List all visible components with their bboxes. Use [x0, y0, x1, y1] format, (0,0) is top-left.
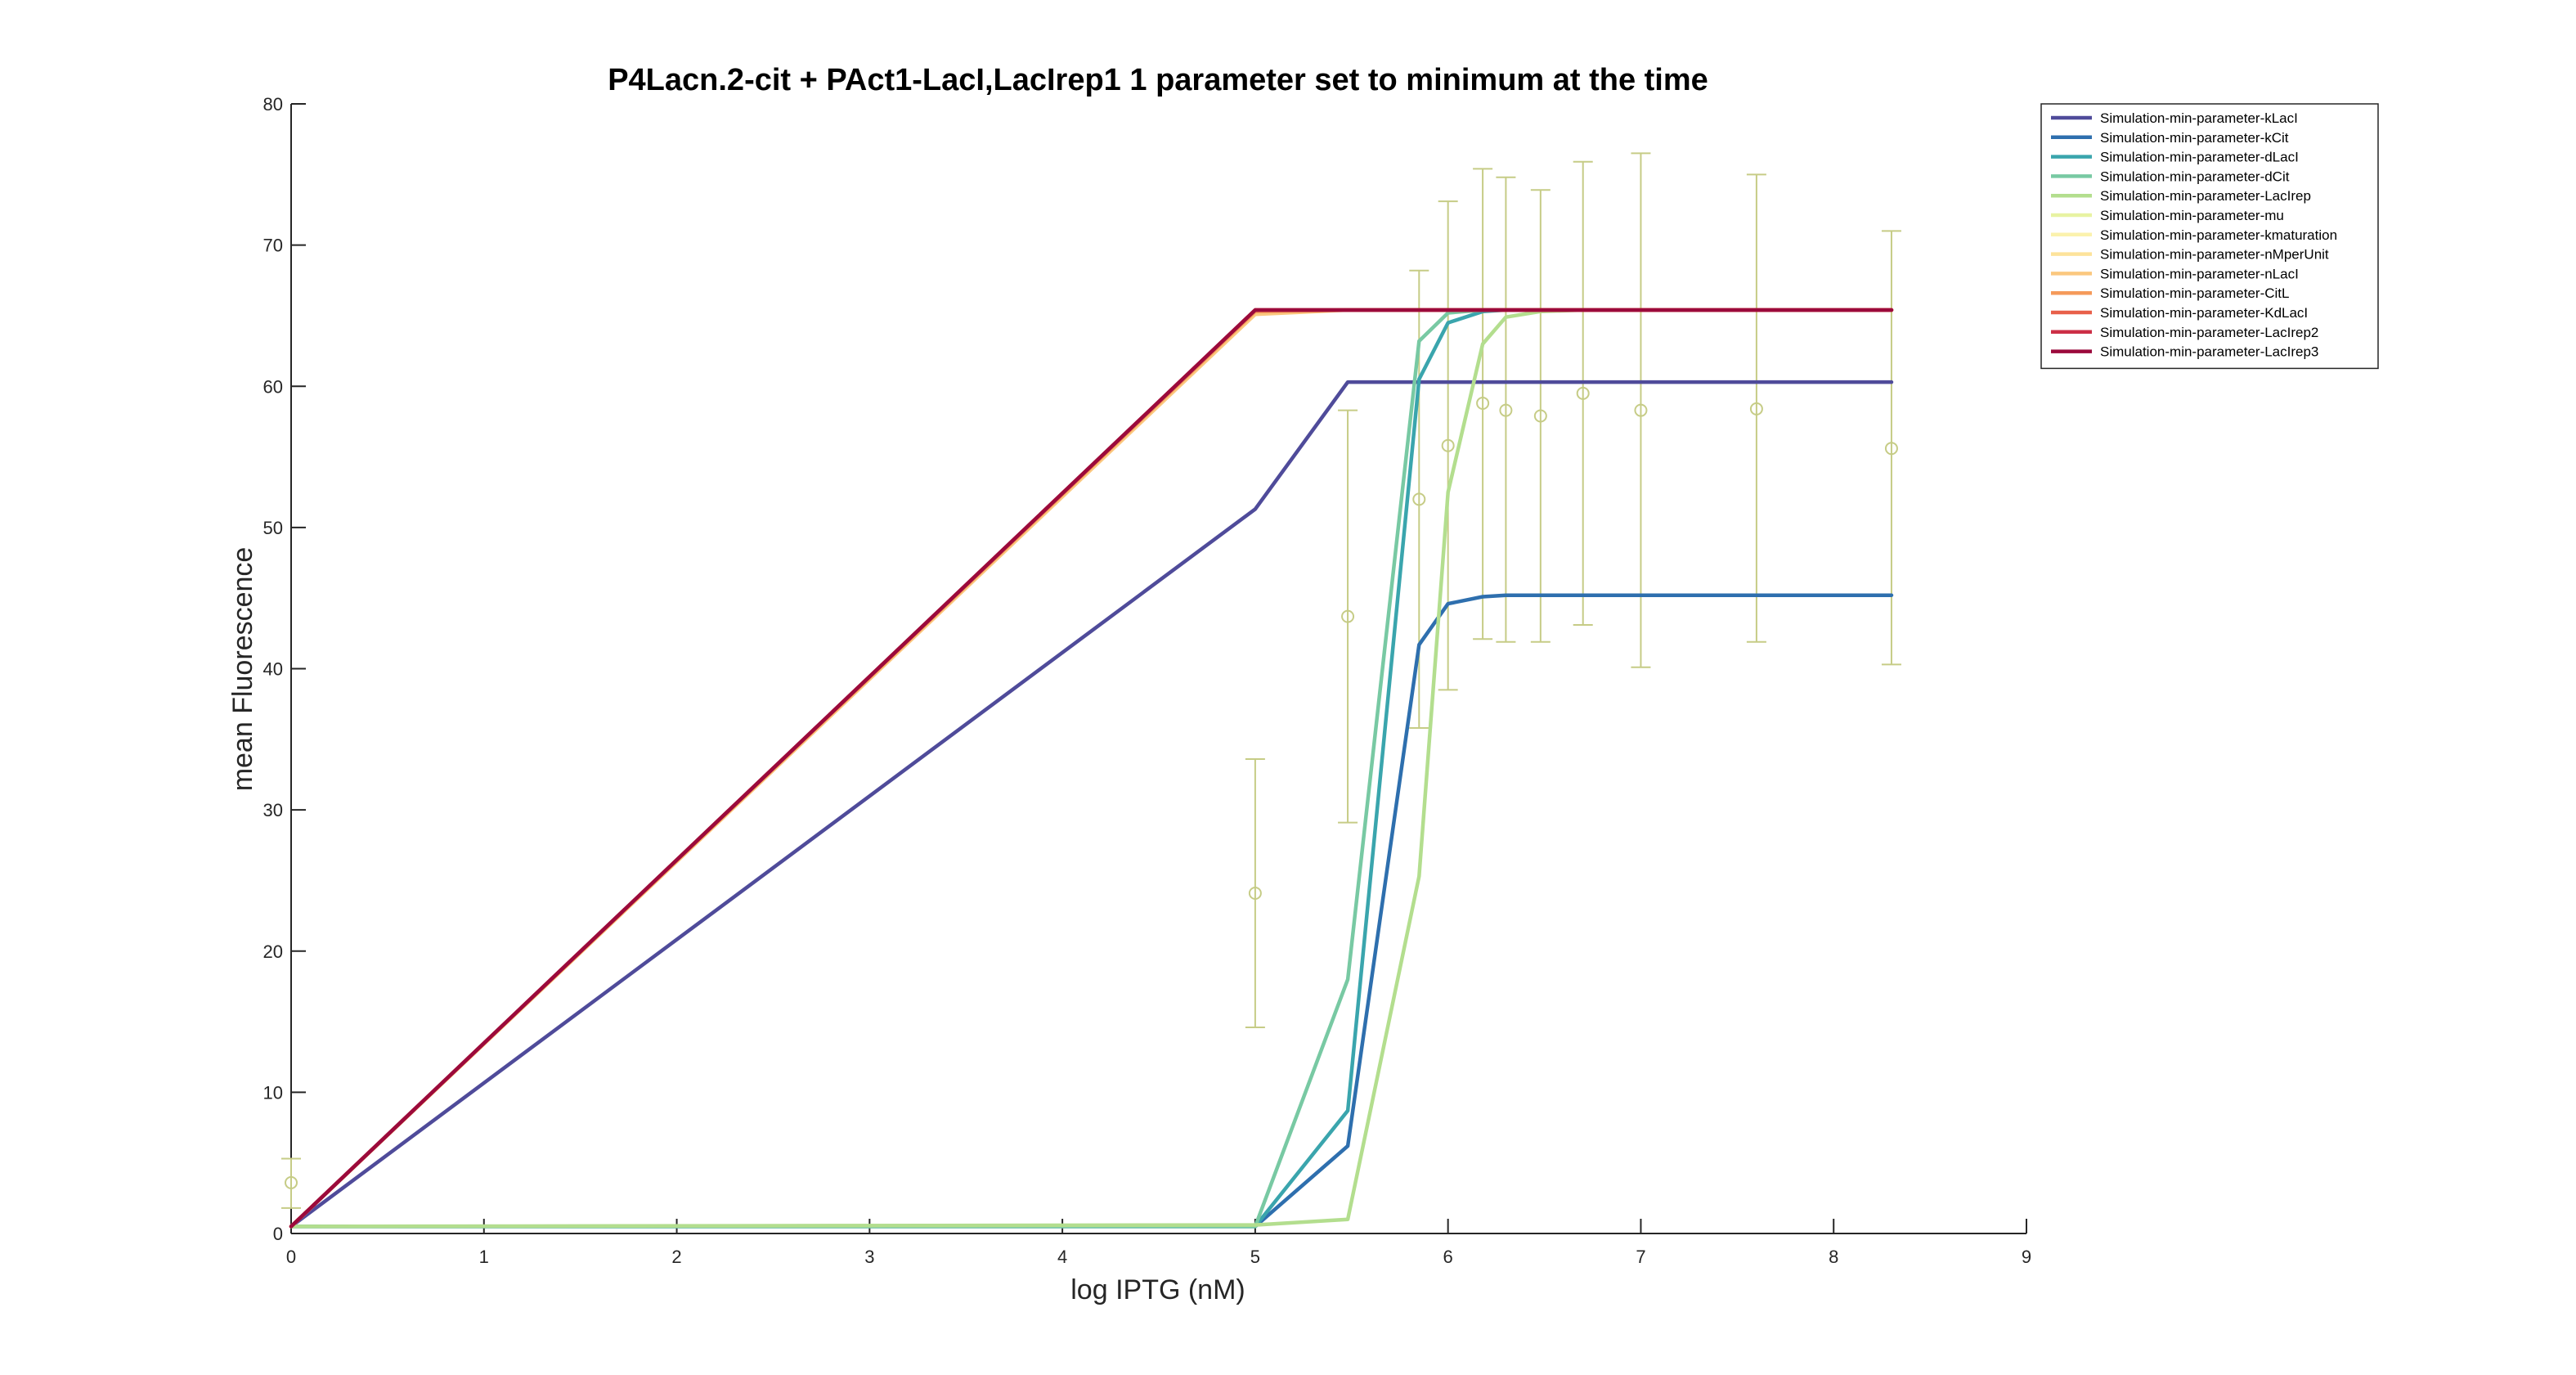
y-tick-label: 80	[263, 94, 283, 115]
data-point-marker	[1476, 396, 1490, 410]
legend-label: Simulation-min-parameter-dLacI	[2100, 150, 2299, 165]
legend-label: Simulation-min-parameter-mu	[2100, 208, 2284, 223]
data-point-marker	[1441, 438, 1455, 452]
y-tick-label: 70	[263, 236, 283, 256]
y-tick-label: 40	[263, 659, 283, 680]
y-tick-label: 0	[273, 1224, 283, 1244]
x-tick-label: 9	[2022, 1247, 2031, 1267]
data-point-marker	[285, 1175, 298, 1189]
x-tick-label: 3	[864, 1247, 874, 1267]
axes: 0 1 2 3 4 5 6 7 8 9 0 10 20 30 40 50 60 70 80	[263, 94, 2032, 1267]
legend-label: Simulation-min-parameter-CitL	[2100, 285, 2289, 301]
y-tick-label: 20	[263, 941, 283, 962]
legend-label: Simulation-min-parameter-KdLacI	[2100, 305, 2308, 321]
legend-label: Simulation-min-parameter-kmaturation	[2100, 227, 2337, 243]
legend-label: Simulation-min-parameter-LacIrep	[2100, 188, 2311, 204]
x-tick-label: 0	[286, 1247, 296, 1267]
x-tick-label: 4	[1057, 1247, 1067, 1267]
legend-label: Simulation-min-parameter-LacIrep2	[2100, 325, 2318, 340]
data-markers	[285, 386, 1898, 1189]
data-point-marker	[1884, 442, 1898, 456]
series-line-9	[289, 308, 1894, 1229]
y-tick-label: 30	[263, 800, 283, 820]
legend-box	[2040, 103, 2379, 370]
data-point-marker	[1749, 402, 1763, 416]
chart-title: P4Lacn.2-cit + PAct1-LacI,LacIrep1 1 par…	[608, 63, 1708, 97]
x-axis-label: log IPTG (nM)	[1070, 1274, 1245, 1305]
legend-label: Simulation-min-parameter-kLacI	[2100, 110, 2298, 126]
x-tick-label: 8	[1829, 1247, 1838, 1267]
x-tick-label: 5	[1250, 1247, 1260, 1267]
x-tick-label: 1	[479, 1247, 489, 1267]
legend-label: Simulation-min-parameter-kCit	[2100, 130, 2289, 146]
series-line-7	[289, 308, 1894, 1229]
series-line-4	[289, 308, 1894, 1229]
x-tick-label: 7	[1636, 1247, 1645, 1267]
y-tick-label: 10	[263, 1082, 283, 1103]
legend: Simulation-min-parameter-kLacI Simulation…	[2040, 103, 2379, 370]
series-line-1	[289, 380, 1894, 1229]
series-line-5	[289, 308, 1894, 1229]
data-point-marker	[1341, 609, 1355, 623]
series-line-6	[289, 308, 1894, 1229]
series-lines	[289, 308, 1894, 1229]
series-line-10	[289, 308, 1894, 1229]
series-line-13	[289, 308, 1894, 1229]
series-line-3	[289, 308, 1894, 1229]
data-point-marker	[1499, 403, 1513, 417]
data-point-marker	[1248, 886, 1262, 900]
legend-label: Simulation-min-parameter-LacIrep3	[2100, 344, 2318, 360]
legend-label: Simulation-min-parameter-nLacI	[2100, 266, 2299, 281]
y-tick-label: 50	[263, 518, 283, 538]
legend-label: Simulation-min-parameter-nMperUnit	[2100, 247, 2329, 263]
series-line-8	[289, 308, 1894, 1229]
y-tick-label: 60	[263, 376, 283, 397]
data-point-marker	[1412, 492, 1426, 506]
data-point-marker	[1634, 403, 1648, 417]
x-tick-label: 2	[671, 1247, 681, 1267]
data-point-marker	[1576, 386, 1590, 400]
y-axis-label: mean Fluorescence	[227, 547, 258, 792]
series-line-11	[289, 308, 1894, 1229]
series-line-2	[289, 593, 1894, 1229]
legend-label: Simulation-min-parameter-dCit	[2100, 169, 2290, 184]
x-tick-label: 6	[1443, 1247, 1453, 1267]
series-line-12	[289, 308, 1894, 1229]
data-point-marker	[1533, 409, 1547, 423]
